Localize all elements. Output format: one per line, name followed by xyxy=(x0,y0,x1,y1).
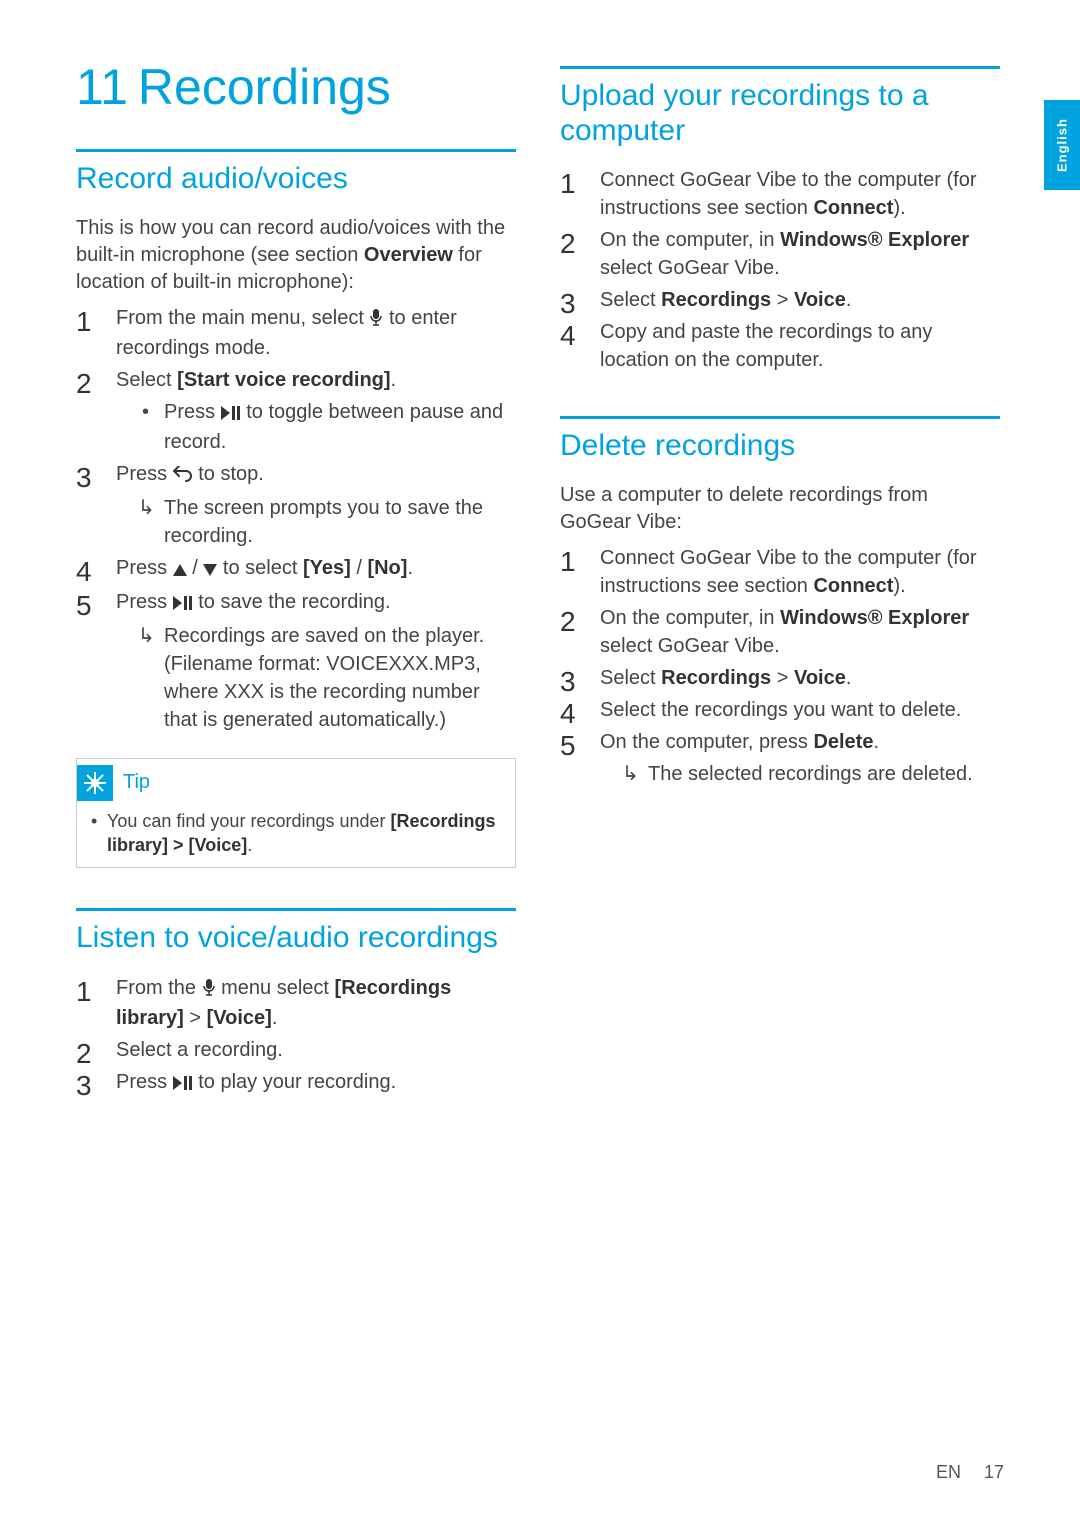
right-column: Upload your recordings to a computer Con… xyxy=(560,60,1000,1112)
listen-step-1: From the menu select [Recordings library… xyxy=(76,974,516,1032)
delete-step-4: Select the recordings you want to delete… xyxy=(560,696,1000,724)
delete-step-1: Connect GoGear Vibe to the computer (for… xyxy=(560,544,1000,600)
delete-step-5-sub: The selected recordings are deleted. xyxy=(622,760,1000,788)
step-4: Press / to select [Yes] / [No]. xyxy=(76,554,516,584)
tip-header: Tip xyxy=(77,759,515,805)
step-5-sub: Recordings are saved on the player. (Fil… xyxy=(138,622,516,734)
footer: EN 17 xyxy=(936,1462,1004,1483)
back-icon xyxy=(173,462,193,490)
step-2-sub: Press to toggle between pause and record… xyxy=(138,398,516,456)
tip-body: You can find your recordings under [Reco… xyxy=(77,805,515,868)
mic-icon xyxy=(202,976,216,1004)
upload-step-3: Select Recordings > Voice. xyxy=(560,286,1000,314)
chapter-title: Recordings xyxy=(138,59,391,115)
chapter-number: 11 xyxy=(76,59,128,115)
page: English 11Recordings Record audio/voices… xyxy=(0,0,1080,1527)
delete-steps: Connect GoGear Vibe to the computer (for… xyxy=(560,544,1000,788)
upload-step-1: Connect GoGear Vibe to the computer (for… xyxy=(560,166,1000,222)
section-listen: Listen to voice/audio recordings xyxy=(76,908,516,956)
language-tab: English xyxy=(1044,100,1080,190)
left-column: 11Recordings Record audio/voices This is… xyxy=(76,60,516,1112)
section-record-audio: Record audio/voices xyxy=(76,149,516,197)
play-pause-icon xyxy=(173,1070,193,1098)
step-5: Press to save the recording. Recordings … xyxy=(76,588,516,734)
chapter-heading: 11Recordings xyxy=(76,60,516,115)
intro-text: This is how you can record audio/voices … xyxy=(76,215,516,296)
footer-lang: EN xyxy=(936,1462,961,1482)
section-upload: Upload your recordings to a computer xyxy=(560,66,1000,148)
tip-label: Tip xyxy=(123,771,150,794)
upload-step-2: On the computer, in Windows® Explorer se… xyxy=(560,226,1000,282)
footer-page: 17 xyxy=(984,1462,1004,1482)
delete-step-5: On the computer, press Delete. The selec… xyxy=(560,728,1000,788)
upload-steps: Connect GoGear Vibe to the computer (for… xyxy=(560,166,1000,374)
play-pause-icon xyxy=(173,590,193,618)
step-1: From the main menu, select to enter reco… xyxy=(76,304,516,362)
delete-intro: Use a computer to delete recordings from… xyxy=(560,482,1000,536)
listen-steps: From the menu select [Recordings library… xyxy=(76,974,516,1098)
delete-step-3: Select Recordings > Voice. xyxy=(560,664,1000,692)
play-pause-icon xyxy=(221,400,241,428)
listen-step-3: Press to play your recording. xyxy=(76,1068,516,1098)
step-2: Select [Start voice recording]. Press to… xyxy=(76,366,516,456)
upload-step-4: Copy and paste the recordings to any loc… xyxy=(560,318,1000,374)
step-3: Press to stop. The screen prompts you to… xyxy=(76,460,516,550)
columns: 11Recordings Record audio/voices This is… xyxy=(76,60,1020,1112)
tip-icon xyxy=(77,765,113,801)
delete-step-2: On the computer, in Windows® Explorer se… xyxy=(560,604,1000,660)
section-delete: Delete recordings xyxy=(560,416,1000,464)
up-triangle-icon xyxy=(173,556,187,584)
listen-step-2: Select a recording. xyxy=(76,1036,516,1064)
tip-box: Tip You can find your recordings under [… xyxy=(76,758,516,869)
down-triangle-icon xyxy=(203,556,217,584)
mic-icon xyxy=(369,306,383,334)
step-3-sub: The screen prompts you to save the recor… xyxy=(138,494,516,550)
record-steps: From the main menu, select to enter reco… xyxy=(76,304,516,734)
